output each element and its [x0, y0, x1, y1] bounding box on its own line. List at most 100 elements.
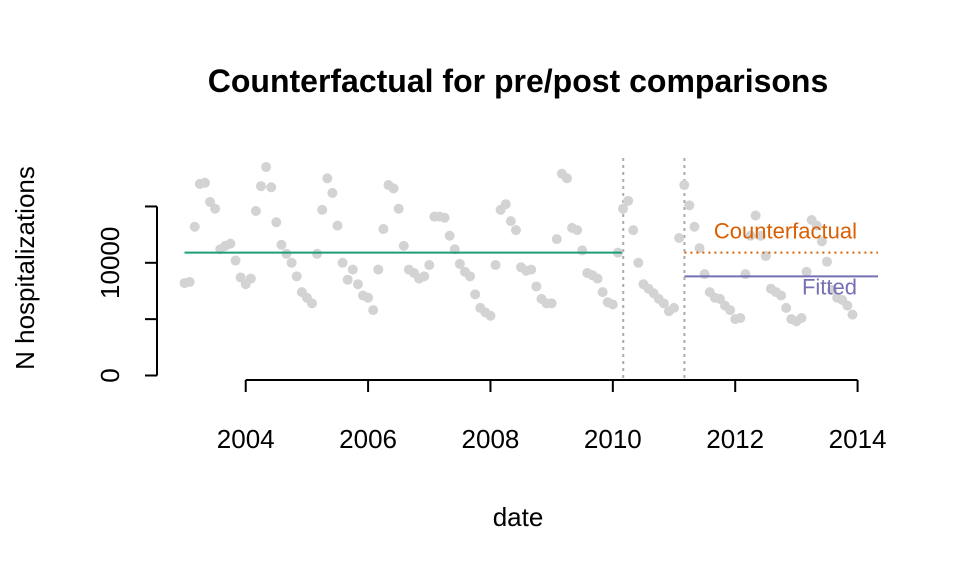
data-point [628, 225, 639, 236]
data-point [689, 221, 700, 232]
data-point [572, 225, 583, 236]
data-point [312, 248, 323, 259]
data-point [332, 220, 343, 231]
axes: 2004 2006 2008 2010 2012 2014 0 10000 [95, 205, 887, 454]
x-tick-label: 2004 [217, 424, 275, 454]
y-tick-label: 0 [95, 368, 125, 382]
data-point [694, 243, 705, 254]
data-point [189, 221, 200, 232]
y-axis-label: N hospitalizations [10, 166, 40, 370]
data-point [327, 187, 338, 198]
x-tick-label: 2006 [339, 424, 397, 454]
data-point [633, 257, 644, 268]
data-point [281, 248, 292, 259]
data-point [276, 239, 287, 250]
data-point [561, 173, 572, 184]
fitted-label: Fitted [802, 274, 857, 299]
data-point [781, 302, 792, 313]
data-point [801, 266, 812, 277]
data-point [230, 255, 241, 266]
data-point [419, 271, 430, 282]
x-tick-label: 2012 [706, 424, 764, 454]
data-point [266, 182, 277, 193]
data-point [250, 205, 261, 216]
data-points [179, 162, 858, 327]
data-point [505, 216, 516, 227]
data-point [393, 203, 404, 214]
data-point [623, 195, 634, 206]
data-point [373, 264, 384, 275]
data-point [796, 313, 807, 324]
data-point [658, 298, 669, 309]
fit-lines [184, 251, 878, 278]
data-point [317, 204, 328, 215]
data-point [307, 298, 318, 309]
x-axis-label: date [493, 502, 544, 532]
data-point [811, 220, 822, 231]
counterfactual-label: Counterfactual [714, 219, 857, 244]
data-point [363, 292, 374, 303]
x-tick-label: 2010 [584, 424, 642, 454]
data-point [490, 260, 501, 271]
x-tick-label: 2014 [829, 424, 887, 454]
data-point [618, 203, 629, 214]
data-point [485, 310, 496, 321]
data-point [342, 274, 353, 285]
data-point [454, 258, 465, 269]
data-point [740, 269, 751, 280]
data-point [337, 257, 348, 268]
data-point [745, 230, 756, 241]
data-point [439, 212, 450, 223]
data-point [755, 230, 766, 241]
data-point [245, 273, 256, 284]
data-point [699, 269, 710, 280]
data-point [261, 162, 272, 173]
data-point [577, 245, 588, 256]
data-point [546, 298, 557, 309]
data-point [526, 264, 537, 275]
data-point [500, 199, 511, 210]
data-point [669, 302, 680, 313]
data-point [424, 260, 435, 271]
data-point [592, 273, 603, 284]
data-point [322, 173, 333, 184]
data-point [842, 300, 853, 311]
data-point [531, 281, 542, 292]
data-point [470, 289, 481, 300]
data-point [551, 234, 562, 245]
data-point [821, 256, 832, 267]
data-point [816, 236, 827, 247]
data-point [750, 210, 761, 221]
data-point [398, 240, 409, 251]
data-point [674, 233, 685, 244]
data-point [735, 313, 746, 324]
data-point [388, 183, 399, 194]
data-point [684, 200, 695, 211]
data-point [291, 271, 302, 282]
data-point [607, 299, 618, 310]
data-point [210, 203, 221, 214]
data-point [847, 309, 858, 320]
data-point [184, 276, 195, 287]
data-point [225, 238, 236, 249]
data-point [444, 230, 455, 241]
chart-title: Counterfactual for pre/post comparisons [208, 63, 829, 99]
data-point [347, 264, 358, 275]
y-tick-label: 10000 [95, 227, 125, 299]
data-point [679, 180, 690, 191]
data-point [378, 223, 389, 234]
x-tick-label: 2008 [462, 424, 520, 454]
data-point [256, 181, 267, 192]
data-point [465, 271, 476, 282]
intervention-guides [622, 158, 686, 380]
data-point [725, 305, 736, 316]
data-point [776, 290, 787, 301]
data-point [368, 305, 379, 316]
data-point [510, 225, 521, 236]
data-point [597, 287, 608, 298]
data-point [199, 177, 210, 188]
data-point [271, 217, 282, 228]
data-point [827, 284, 838, 295]
data-point [352, 279, 363, 290]
